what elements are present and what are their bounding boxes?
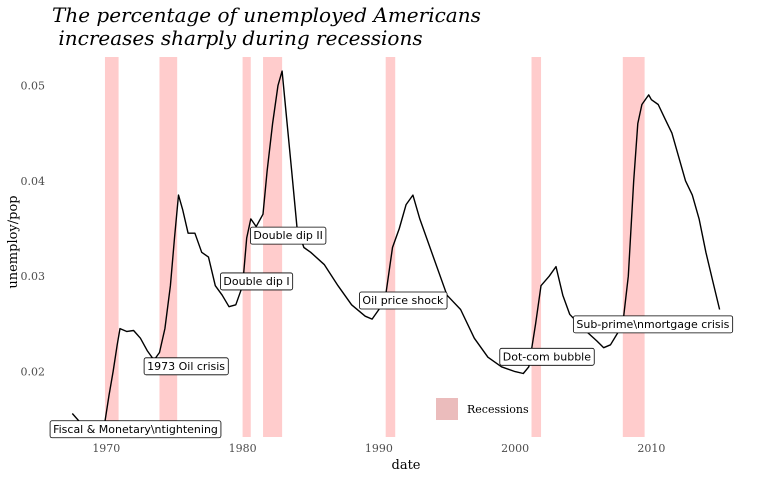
annotation-box <box>572 315 734 334</box>
series-line-1 <box>71 70 721 430</box>
x-tick-label-2010: 2010 <box>637 442 665 455</box>
annotation-box <box>499 347 595 366</box>
recession-band-5 <box>385 57 396 437</box>
chart-title-line-2: increases sharply during recessions <box>52 26 423 50</box>
x-tick-label-2000: 2000 <box>501 442 529 455</box>
annotation-label: Double dip I <box>223 275 289 288</box>
recession-band-2 <box>159 57 178 437</box>
annotation-2: 1973 Oil crisis <box>143 357 229 376</box>
annotation-box <box>143 357 229 376</box>
chart-title-line-1: The percentage of unemployed Americans <box>52 3 481 27</box>
annotation-label: 1973 Oil crisis <box>147 360 225 373</box>
y-tick-label-0.05: 0.05 <box>21 79 46 92</box>
recession-band-7 <box>622 57 645 437</box>
series-layer <box>71 70 721 430</box>
y-tick-label-0.02: 0.02 <box>21 366 46 379</box>
recession-band-4 <box>263 57 283 437</box>
y-axis-label: unemploy/pop <box>6 195 21 288</box>
x-tick-label-1970: 1970 <box>92 442 120 455</box>
annotation-label: Fiscal & Monetary\ntightening <box>53 423 218 436</box>
annotation-layer: Fiscal & Monetary\ntightening 1973 Oil cr… <box>49 226 734 439</box>
annotation-4: Double dip II <box>250 226 327 245</box>
annotation-box <box>220 272 294 291</box>
annotation-5: Oil price shock <box>359 291 448 310</box>
x-axis-ticks: 1970 1980 1990 2000 2010 <box>92 442 665 455</box>
recession-band-1 <box>104 57 119 437</box>
y-tick-label-0.04: 0.04 <box>21 175 46 188</box>
annotation-1: Fiscal & Monetary\ntightening <box>49 420 222 439</box>
legend-label-recessions: Recessions <box>467 403 529 416</box>
y-tick-label-0.03: 0.03 <box>21 270 46 283</box>
x-axis-label: date <box>392 458 421 473</box>
annotation-box <box>250 226 327 245</box>
annotation-6: Dot-com bubble <box>499 347 595 366</box>
x-tick-label-1980: 1980 <box>229 442 257 455</box>
annotation-box <box>49 420 222 439</box>
annotation-label: Oil price shock <box>362 294 444 307</box>
annotation-label: Dot-com bubble <box>503 350 591 363</box>
recession-bands <box>104 57 645 437</box>
legend: Recessions <box>436 398 529 420</box>
recession-band-3 <box>242 57 251 437</box>
x-tick-label-1990: 1990 <box>365 442 393 455</box>
annotation-7: Sub-prime\nmortgage crisis <box>572 315 734 334</box>
y-axis-ticks: 0.02 0.03 0.04 0.05 <box>21 79 46 378</box>
recession-band-6 <box>531 57 542 437</box>
annotation-box <box>359 291 448 310</box>
legend-swatch-recessions <box>436 398 458 420</box>
annotation-3: Double dip I <box>220 272 294 291</box>
annotation-label: Sub-prime\nmortgage crisis <box>576 318 729 331</box>
annotation-label: Double dip II <box>253 229 322 242</box>
